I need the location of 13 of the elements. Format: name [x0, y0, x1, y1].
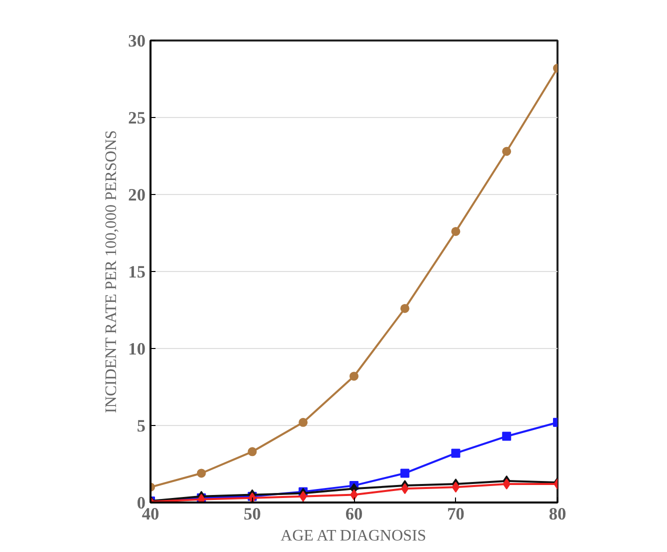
- x-tick-label: 70: [447, 504, 464, 524]
- x-tick-label: 80: [548, 504, 566, 524]
- y-tick-label: 0: [136, 494, 146, 512]
- y-tick-label: 5: [136, 416, 146, 436]
- y-tick-label: 20: [128, 186, 146, 204]
- x-tick-label: 60: [345, 504, 363, 524]
- y-tick-label: 10: [128, 340, 146, 358]
- x-tick-label: 50: [244, 504, 261, 524]
- y-tick-label: 15: [128, 262, 146, 282]
- y-axis-title: INCIDENT RATE PER 100,000 PERSONS: [103, 130, 120, 414]
- y-tick-label: 25: [128, 108, 146, 128]
- x-axis-title: AGE AT DIAGNOSIS: [280, 528, 426, 544]
- y-tick-label: 30: [128, 32, 146, 50]
